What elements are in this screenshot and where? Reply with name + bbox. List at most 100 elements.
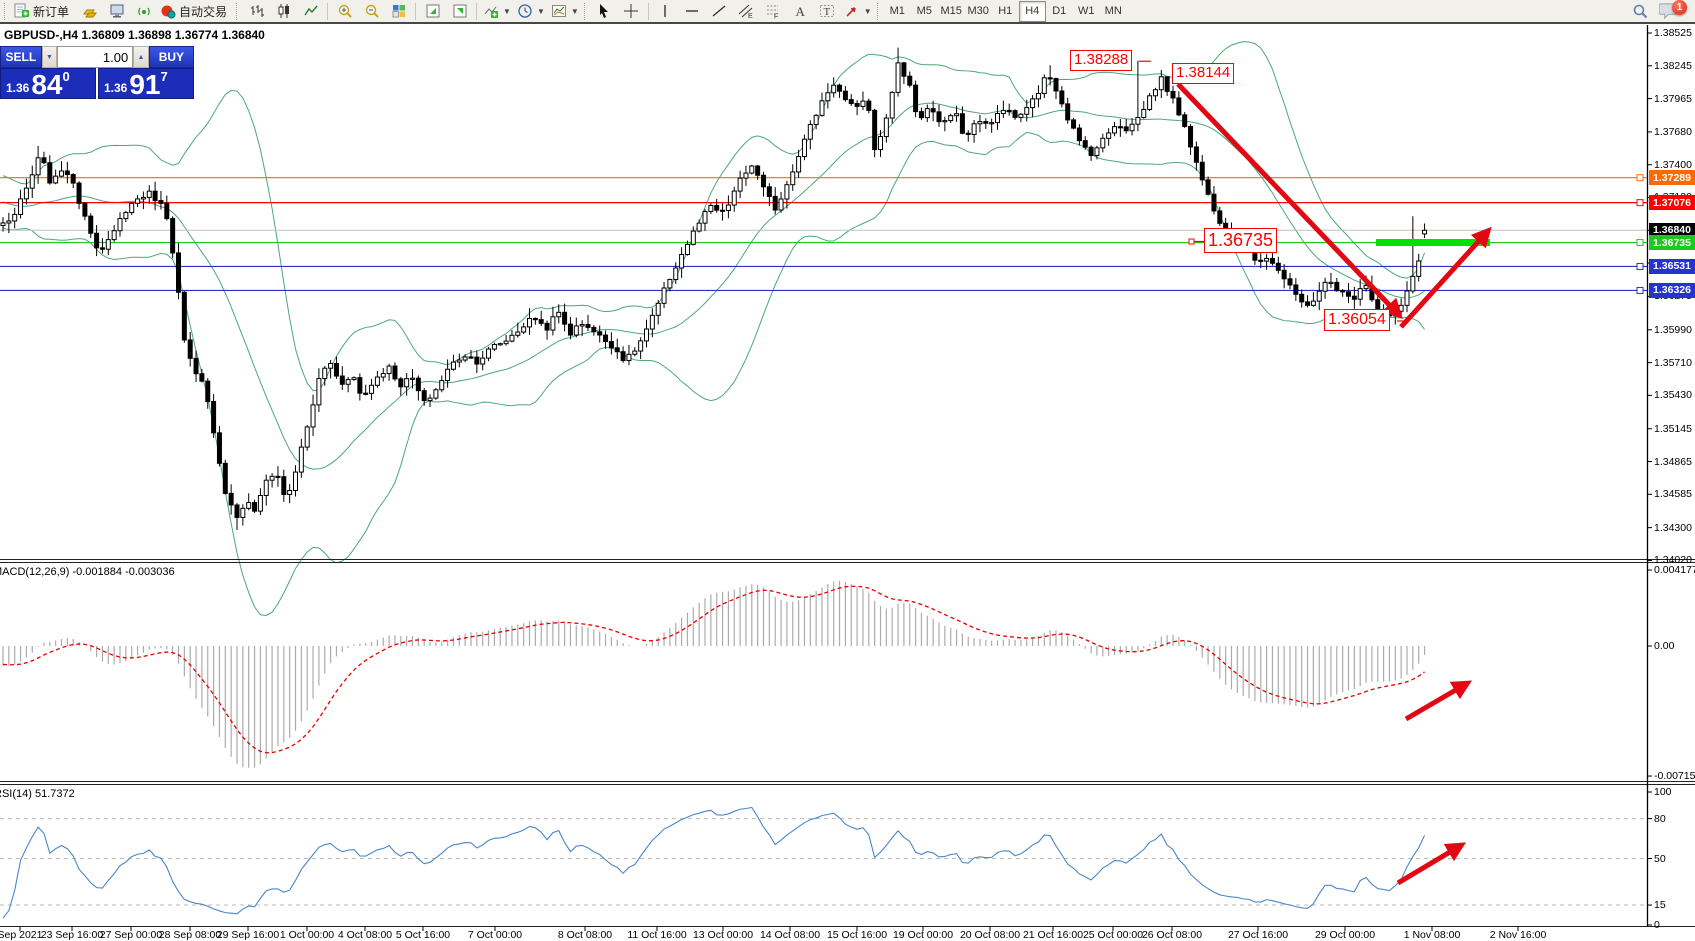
time-axis-label: Sep 2021 (0, 929, 43, 941)
candlestick-mode-button[interactable] (270, 1, 297, 22)
dropdown-arrow-icon: ▼ (863, 6, 872, 16)
auto-trading-button[interactable]: 自动交易 (157, 1, 234, 22)
template-dropdown[interactable]: ▼ (548, 1, 582, 22)
gold-button[interactable] (76, 1, 103, 22)
timeframe-button-M30[interactable]: M30 (967, 5, 989, 17)
indicator-window-button[interactable] (419, 1, 446, 22)
notifications-button[interactable]: 1 (1659, 0, 1687, 21)
price-tick-label: 1.34300 (1654, 521, 1692, 534)
rsi-tick-label: 50 (1654, 852, 1666, 865)
window-cascade-icon (453, 4, 467, 18)
buy-price-display[interactable]: 1.36 91 7 (98, 68, 194, 99)
signal-button[interactable] (130, 1, 157, 22)
timeframe-button-M15[interactable]: M15 (940, 5, 962, 17)
time-axis-label: 2 Nov 16:00 (1489, 929, 1547, 941)
line-chart-icon (303, 5, 318, 16)
price-tick-label: 1.35710 (1654, 356, 1692, 369)
price-badge-1.36531: 1.36531 (1649, 258, 1695, 274)
price-tick-label: 1.35990 (1654, 323, 1692, 336)
price-annotation-1.36054: 1.36054 (1324, 309, 1390, 331)
search-icon[interactable] (1632, 3, 1649, 20)
price-tick-label: 1.35430 (1654, 389, 1692, 402)
timeframe-button-H4[interactable]: H4 (1018, 0, 1046, 22)
signal-icon (137, 7, 150, 16)
timeframe-button-H1[interactable]: H1 (998, 5, 1013, 17)
add-indicator-icon (484, 6, 499, 18)
new-order-button[interactable]: 新订单 (11, 1, 76, 22)
lot-size-input[interactable] (57, 46, 134, 68)
window-cascade-button[interactable] (446, 1, 473, 22)
timeframe-button-M1[interactable]: M1 (889, 5, 905, 17)
toolbar-separator (327, 2, 329, 20)
sell-price-display[interactable]: 1.36 84 0 (0, 68, 96, 99)
arrows-tool-dropdown[interactable]: ▼ (841, 1, 875, 22)
lot-decrease-button[interactable]: ▼ (41, 46, 58, 68)
buy-price-big: 91 (129, 68, 161, 100)
time-axis-label: 26 Oct 08:00 (1141, 929, 1203, 941)
price-annotation-1.38144: 1.38144 (1172, 63, 1235, 84)
dropdown-arrow-icon: ▼ (503, 6, 511, 16)
line-chart-mode-button[interactable] (297, 1, 324, 22)
timeframe-button-M5[interactable]: M5 (916, 5, 932, 17)
zoom-in-icon (338, 4, 352, 18)
buy-button[interactable]: BUY (148, 46, 195, 68)
time-axis-label: 29 Sep 16:00 (216, 929, 280, 941)
time-axis-label: 4 Oct 08:00 (337, 929, 393, 941)
sell-button[interactable]: SELL (0, 46, 42, 68)
timeframe-button-MN[interactable]: MN (1104, 5, 1122, 17)
time-axis-label: 29 Oct 00:00 (1314, 929, 1376, 941)
zoom-in-button[interactable] (331, 1, 358, 22)
text-label-tool[interactable]: T (814, 1, 841, 22)
sell-price-prefix: 1.36 (6, 81, 30, 95)
toolbar-grip[interactable] (876, 2, 882, 20)
price-tick-label: 1.35145 (1654, 422, 1692, 435)
crosshair-tool-button[interactable] (618, 1, 645, 22)
price-tick-label: 1.34020 (1654, 554, 1692, 567)
vertical-line-tool[interactable] (652, 1, 679, 22)
price-annotation-1.36735: 1.36735 (1204, 228, 1278, 253)
bar-chart-mode-button[interactable] (243, 1, 270, 22)
terminal-button[interactable] (103, 1, 130, 22)
channel-tool[interactable]: E (733, 1, 760, 22)
timeframe-button-W1[interactable]: W1 (1077, 5, 1095, 17)
time-axis-label: 8 Oct 08:00 (557, 929, 613, 941)
text-icon: A (796, 4, 806, 19)
zoom-out-button[interactable] (358, 1, 385, 22)
toolbar-grip[interactable] (583, 2, 589, 20)
trendline-icon (712, 5, 726, 17)
tile-windows-button[interactable] (385, 1, 412, 22)
price-tick-label: 1.34585 (1654, 488, 1692, 501)
chart-title: GBPUSD-,H4 1.36809 1.36898 1.36774 1.368… (4, 28, 265, 42)
buy-price-sup: 7 (160, 69, 168, 84)
toolbar-grip[interactable] (236, 2, 241, 20)
price-tick-label: 1.34865 (1654, 455, 1692, 468)
horizontal-line-tool[interactable] (679, 1, 706, 22)
trendline-tool[interactable] (706, 1, 733, 22)
macd-tick-label: -0.007153 (1654, 770, 1695, 783)
svg-text:T: T (824, 6, 831, 18)
new-order-icon (14, 3, 29, 18)
time-axis-label: 21 Oct 16:00 (1022, 929, 1084, 941)
toolbar-grip[interactable] (4, 2, 9, 20)
auto-trading-label: 自动交易 (179, 4, 228, 19)
time-axis-label: 20 Oct 08:00 (959, 929, 1021, 941)
cursor-tool-button[interactable] (591, 1, 618, 22)
lot-increase-button[interactable]: ▲ (133, 46, 149, 68)
template-icon (551, 5, 566, 17)
time-axis-label: 7 Oct 00:00 (467, 929, 523, 941)
time-axis-label: 5 Oct 16:00 (395, 929, 451, 941)
fibonacci-tool[interactable]: F (760, 1, 787, 22)
chart-plot-area[interactable] (0, 25, 1647, 925)
period-dropdown[interactable]: ▼ (514, 1, 548, 22)
time-axis-label: 19 Oct 00:00 (892, 929, 954, 941)
timeframe-button-D1[interactable]: D1 (1052, 5, 1067, 17)
rsi-tick-label: 15 (1654, 899, 1666, 912)
trade-controls-row: SELL ▼ ▲ BUY (0, 46, 195, 68)
toolbar-right-icons: 1 (1632, 0, 1693, 21)
tile-windows-icon (392, 5, 405, 18)
add-indicator-dropdown[interactable]: ▼ (480, 1, 514, 22)
time-axis-label: 27 Sep 00:00 (99, 929, 163, 941)
text-tool[interactable]: A (787, 1, 814, 22)
time-axis-label: 14 Oct 08:00 (759, 929, 821, 941)
